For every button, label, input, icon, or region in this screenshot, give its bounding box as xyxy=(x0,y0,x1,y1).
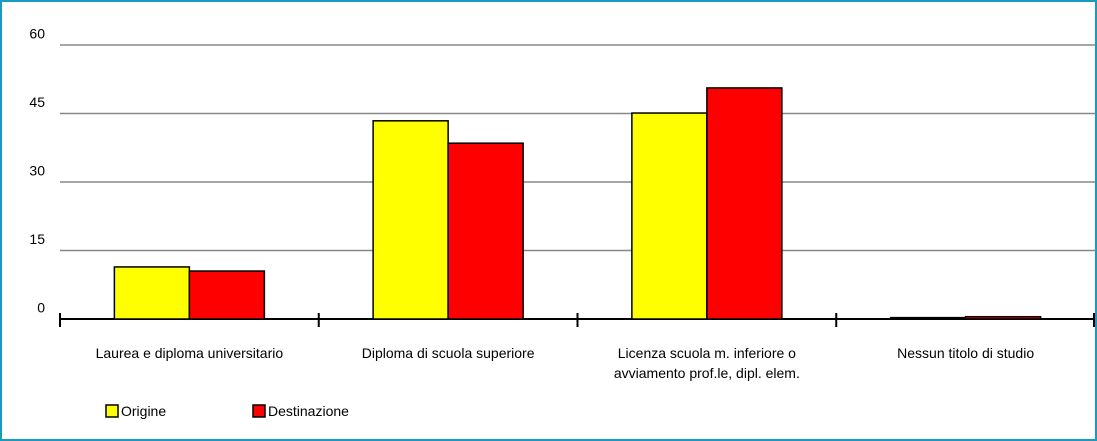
bar xyxy=(706,87,783,320)
bar xyxy=(188,270,266,320)
legend-label: Destinazione xyxy=(268,403,349,419)
x-tick-label: Nessun titolo di studio xyxy=(897,345,1035,361)
legend-label: Origine xyxy=(121,403,167,419)
bar xyxy=(964,315,1042,320)
y-tick-label: 30 xyxy=(29,163,45,179)
bar xyxy=(372,120,449,320)
y-tick-label: 45 xyxy=(29,94,45,110)
x-tick-label: Diploma di scuola superiore xyxy=(361,345,535,361)
legend-swatch xyxy=(105,404,119,418)
legend-swatch xyxy=(252,404,266,418)
x-tick-label: Licenza scuola m. inferiore o avviamento… xyxy=(613,345,800,381)
bar xyxy=(113,266,191,320)
bar xyxy=(447,142,524,320)
bar xyxy=(631,112,708,320)
x-tick-label: Laurea e diploma universitario xyxy=(95,345,284,361)
y-tick-label: 0 xyxy=(37,300,45,316)
y-tick-label: 60 xyxy=(29,26,45,42)
bar xyxy=(889,316,967,320)
y-tick-label: 15 xyxy=(29,231,45,247)
